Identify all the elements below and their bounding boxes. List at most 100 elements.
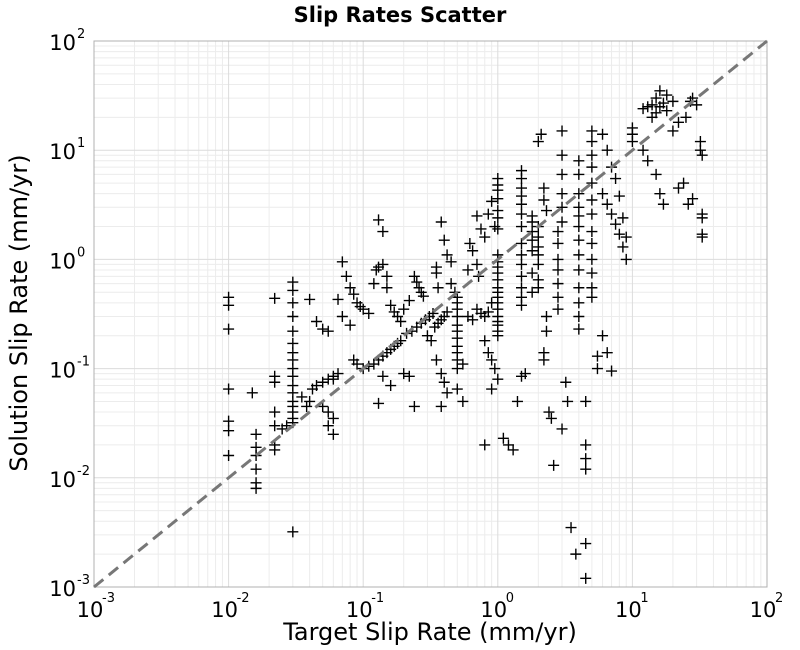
data-point: [552, 226, 564, 238]
data-point: [340, 270, 352, 282]
data-point: [489, 221, 501, 233]
data-point: [317, 376, 329, 388]
data-point: [464, 237, 476, 249]
data-point: [413, 282, 425, 294]
data-point: [445, 256, 457, 268]
data-point: [516, 249, 528, 261]
data-point: [445, 278, 457, 290]
data-point: [540, 205, 552, 217]
data-point: [489, 363, 501, 375]
data-point: [613, 190, 625, 202]
data-point: [573, 323, 585, 335]
data-point: [311, 380, 323, 392]
data-point: [620, 231, 632, 243]
data-point: [613, 228, 625, 240]
data-point: [322, 406, 334, 418]
y-tick-label: 10: [49, 140, 76, 164]
data-point: [223, 383, 235, 395]
data-point: [556, 168, 568, 180]
data-point: [327, 412, 339, 424]
data-point: [516, 299, 528, 311]
data-point: [672, 182, 684, 194]
data-point: [657, 97, 669, 109]
data-point: [451, 363, 463, 375]
data-point: [479, 335, 491, 347]
data-point: [680, 111, 692, 123]
data-point: [586, 291, 598, 303]
data-point: [526, 226, 538, 238]
data-point: [438, 310, 450, 322]
data-point: [381, 282, 393, 294]
data-point: [667, 125, 679, 137]
data-point: [526, 286, 538, 298]
data-point: [696, 149, 708, 161]
data-point: [626, 136, 638, 148]
data-point: [269, 376, 281, 388]
data-point: [322, 325, 334, 337]
data-point: [336, 310, 348, 322]
data-point: [246, 387, 258, 399]
data-point: [573, 297, 585, 309]
reference-line: [93, 39, 768, 589]
data-point: [610, 173, 622, 185]
data-point: [565, 522, 577, 534]
data-point: [540, 325, 552, 337]
data-point: [597, 330, 609, 342]
data-point: [591, 350, 603, 362]
data-point: [586, 267, 598, 279]
x-tick-exponent: -3: [102, 591, 115, 606]
data-point: [311, 315, 323, 327]
data-point: [287, 370, 299, 382]
data-point: [661, 105, 673, 117]
x-tick-exponent: 0: [506, 591, 514, 606]
data-point: [538, 182, 550, 194]
data-point: [467, 245, 479, 257]
data-point: [398, 303, 410, 315]
data-point: [543, 406, 555, 418]
data-point: [573, 168, 585, 180]
data-point: [435, 368, 447, 380]
data-point: [425, 335, 437, 347]
data-point: [507, 444, 519, 456]
data-point: [678, 177, 690, 189]
data-point: [650, 107, 662, 119]
data-point: [377, 370, 389, 382]
data-point: [344, 282, 356, 294]
data-point: [276, 423, 288, 435]
data-point: [586, 149, 598, 161]
data-point: [586, 282, 598, 294]
data-point: [348, 288, 360, 300]
y-tick-exponent: 1: [77, 136, 85, 151]
data-point: [385, 380, 397, 392]
data-point: [637, 144, 649, 156]
data-point: [661, 89, 673, 101]
data-point: [696, 231, 708, 243]
data-point: [435, 400, 447, 412]
data-point: [301, 400, 313, 412]
data-point: [441, 249, 453, 261]
data-point: [223, 425, 235, 437]
data-point: [601, 144, 613, 156]
data-point: [540, 310, 552, 322]
data-point: [580, 439, 592, 451]
data-point: [351, 358, 363, 370]
data-point: [441, 387, 453, 399]
data-point: [556, 149, 568, 161]
data-point: [250, 428, 262, 440]
data-point: [562, 395, 574, 407]
plot-frame: [93, 40, 768, 588]
data-point: [552, 264, 564, 276]
x-tick-exponent: -1: [371, 591, 384, 606]
data-point: [535, 128, 547, 140]
y-tick-exponent: -2: [77, 464, 90, 479]
data-point: [475, 223, 487, 235]
data-point: [545, 412, 557, 424]
data-point: [502, 439, 514, 451]
data-point: [573, 310, 585, 322]
data-point: [492, 193, 504, 205]
data-point: [532, 136, 544, 148]
data-point: [370, 264, 382, 276]
data-point: [573, 282, 585, 294]
